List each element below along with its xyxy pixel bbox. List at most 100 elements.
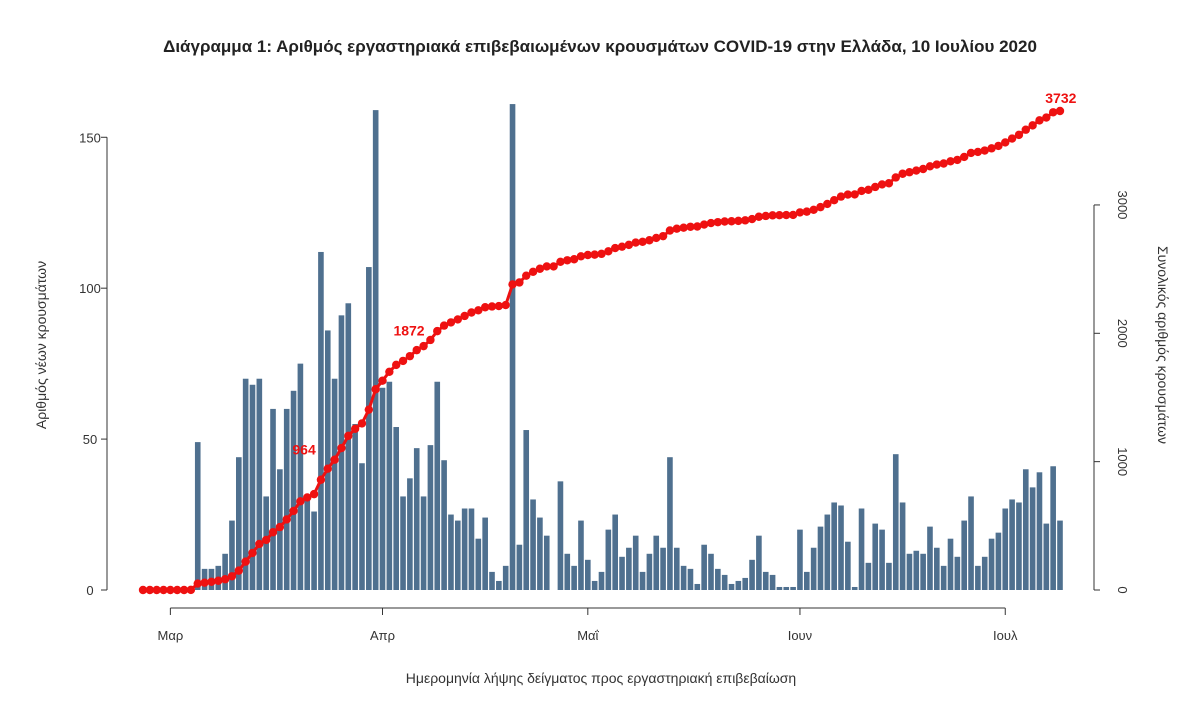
cumulative-point [501,300,510,310]
cumulative-point [364,405,374,414]
cumulative-point [590,250,599,259]
annotation-label: 1872 [393,323,424,339]
bar [496,580,502,590]
cumulative-point [953,155,962,165]
bar [988,538,995,590]
bar [598,571,605,590]
cumulative-point [316,475,326,484]
bar [838,505,844,590]
bar [578,520,584,590]
bar [776,586,783,590]
cumulative-point [679,223,688,232]
cumulative-point [741,216,750,225]
x-tick-label: Μαρ [157,628,183,643]
cumulative-point [918,164,928,174]
cumulative-point [460,311,469,321]
bar [715,568,721,590]
bar [927,526,933,590]
cumulative-point [617,242,627,251]
bar [1002,508,1009,590]
cumulative-point [563,256,572,265]
bar [366,267,372,590]
cumulative-point [665,226,675,235]
cumulative-point [549,262,558,271]
bar [913,550,920,590]
bar [523,430,530,590]
cumulative-point [453,315,462,324]
cumulative-point [569,255,579,264]
bar [434,381,441,590]
bar [858,508,865,590]
cumulative-point [179,585,189,595]
cumulative-point [207,577,216,586]
bar [940,565,947,590]
bar [256,378,263,590]
bar [502,565,509,590]
cumulative-point [645,236,654,245]
cumulative-point [1028,121,1037,130]
cumulative-point [994,141,1003,151]
bar [851,586,858,590]
y-tick-right-label: 2000 [1115,319,1130,348]
bar [400,496,406,590]
x-tick-label: Απρ [370,628,395,643]
bar [441,460,447,590]
bar [803,571,810,590]
bar [810,547,817,590]
bar [543,535,550,590]
bar [1016,502,1022,590]
bar [585,559,591,590]
bar [448,514,454,590]
x-tick-label: Ιουν [788,628,812,643]
cumulative-point [494,301,504,311]
cumulative-point [275,522,285,532]
bar [872,523,879,590]
bar [762,571,769,590]
cumulative-point [809,205,818,215]
cumulative-point [624,240,634,250]
cumulative-point [330,455,339,464]
bar [626,547,632,590]
cumulative-point [734,216,743,226]
cumulative-point [193,579,202,588]
cumulative-point [344,431,353,441]
cumulative-point [706,218,716,228]
cumulative-point [768,211,777,220]
bar [954,556,961,590]
cumulative-point [1048,108,1058,117]
bar [530,499,536,590]
bar [612,514,618,590]
cumulative-point [186,585,196,595]
cumulative-point [200,578,209,587]
cumulative-point [357,419,367,428]
y-tick-right-label: 1000 [1115,447,1130,476]
cumulative-point [309,489,319,499]
cumulative-point [1001,138,1010,147]
bar [879,529,885,590]
cumulative-point [522,271,531,280]
annotation-label: 964 [292,441,316,457]
cumulative-point [788,210,798,220]
cumulative-point [474,306,483,315]
bar [728,583,735,590]
cumulative-point [864,185,873,195]
cumulative-point [631,238,640,247]
bar [407,478,413,590]
cumulative-point [138,585,148,595]
y-tick-left-label: 0 [86,583,93,598]
bar [934,547,940,590]
bar [783,586,790,590]
cumulative-point [405,351,415,361]
bar [790,586,796,590]
bar [906,553,913,590]
cumulative-point [959,152,969,162]
cumulative-point [214,576,223,585]
cumulative-point [775,211,784,220]
cumulative-point [583,250,593,260]
cumulative-point [1014,130,1024,140]
bar [324,330,331,590]
cumulative-point [303,493,312,502]
bar [427,445,434,590]
cumulative-point [248,548,257,558]
bar [605,529,612,590]
